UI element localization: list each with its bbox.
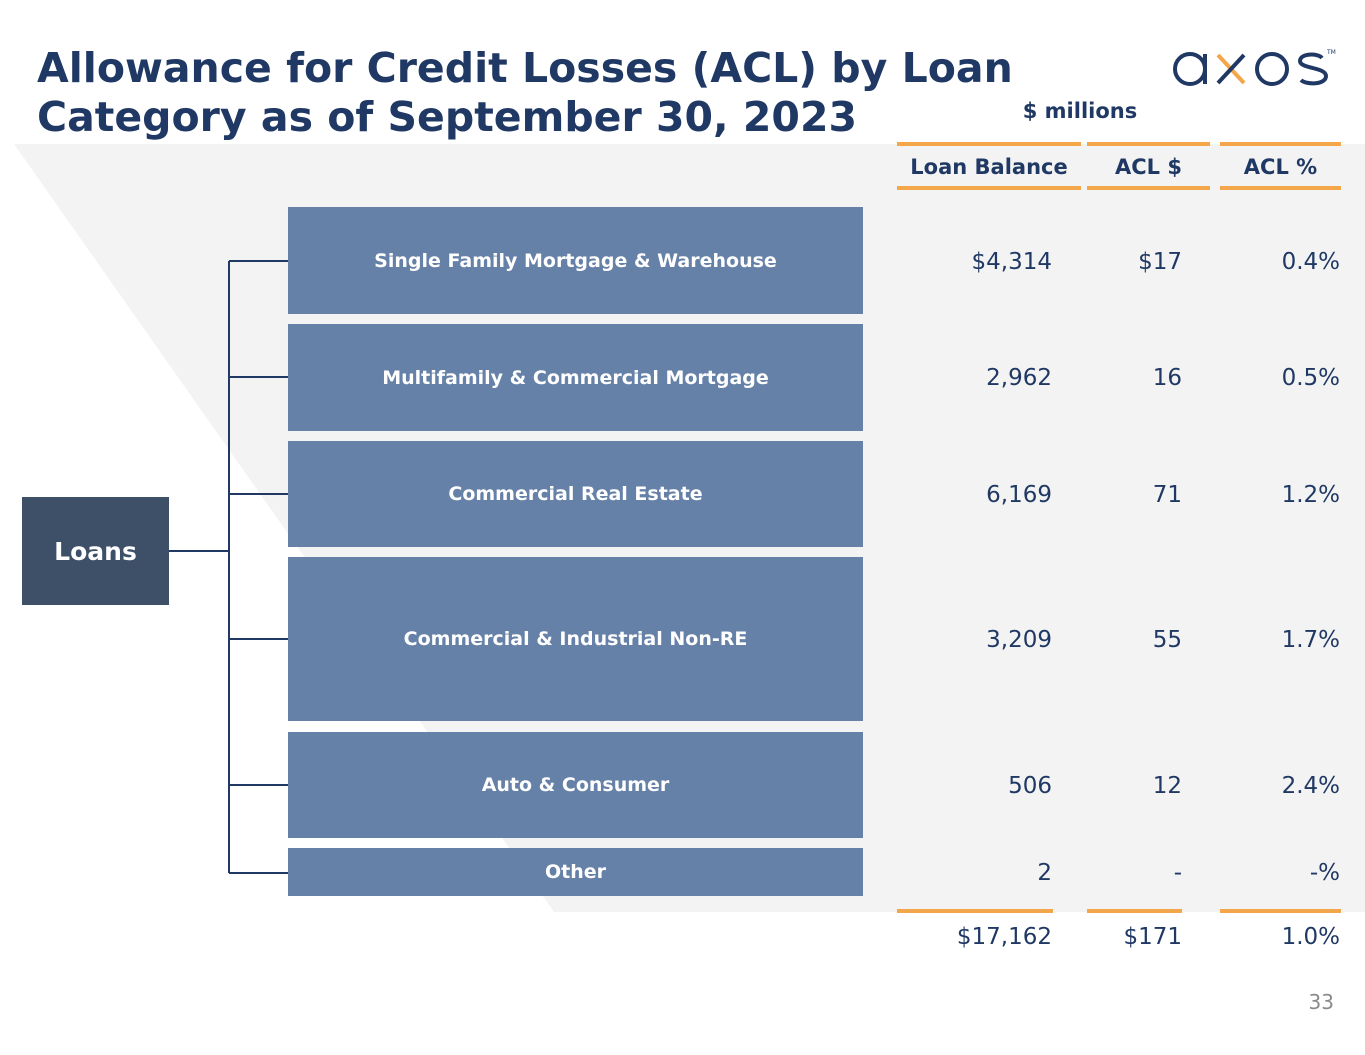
category-box-single-family: Single Family Mortgage & Warehouse	[288, 207, 863, 314]
category-box-other: Other	[288, 848, 863, 896]
svg-text:TM: TM	[1326, 49, 1336, 56]
row-1-acl-pct: 0.4%	[1281, 249, 1340, 275]
category-box-multifamily: Multifamily & Commercial Mortgage	[288, 324, 863, 431]
page-title: Allowance for Credit Losses (ACL) by Loa…	[37, 44, 1037, 142]
total-acl-dollars: $171	[1123, 924, 1182, 950]
category-box-commercial-industrial: Commercial & Industrial Non-RE	[288, 557, 863, 721]
title-line-1: Allowance for Credit Losses (ACL) by Loa…	[37, 44, 1013, 92]
row-3-acl-pct: 1.2%	[1281, 482, 1340, 508]
totals-rule-acl-pct	[1220, 909, 1341, 913]
row-3-acl-dollars: 71	[1152, 482, 1182, 508]
row-5-acl-dollars: 12	[1152, 773, 1182, 799]
row-5-loan-balance: 506	[1008, 773, 1052, 799]
column-header-acl-dollars: ACL $	[1115, 155, 1182, 179]
axos-logo: TM	[1173, 49, 1336, 86]
row-4-acl-pct: 1.7%	[1281, 627, 1340, 653]
row-2-acl-pct: 0.5%	[1281, 365, 1340, 391]
header-rule-bottom-loan-balance	[897, 186, 1081, 190]
loans-root-box: Loans	[22, 497, 169, 605]
totals-rule-acl-dollars	[1087, 909, 1182, 913]
row-6-acl-pct: -%	[1309, 860, 1340, 886]
row-4-acl-dollars: 55	[1152, 627, 1182, 653]
total-acl-pct: 1.0%	[1281, 924, 1340, 950]
row-6-acl-dollars: -	[1173, 860, 1182, 886]
total-loan-balance: $17,162	[956, 924, 1052, 950]
row-2-acl-dollars: 16	[1152, 365, 1182, 391]
row-2-loan-balance: 2,962	[986, 365, 1052, 391]
totals-rule-loan-balance	[897, 909, 1053, 913]
row-6-loan-balance: 2	[1037, 860, 1052, 886]
row-5-acl-pct: 2.4%	[1281, 773, 1340, 799]
row-1-loan-balance: $4,314	[971, 249, 1052, 275]
units-label: $ millions	[1022, 99, 1138, 123]
column-header-loan-balance: Loan Balance	[910, 155, 1068, 179]
header-rule-top-acl-pct	[1220, 142, 1341, 146]
tree-connectors	[169, 260, 288, 874]
row-4-loan-balance: 3,209	[986, 627, 1052, 653]
column-header-acl-pct: ACL %	[1243, 155, 1318, 179]
category-box-auto-consumer: Auto & Consumer	[288, 732, 863, 838]
header-rule-top-loan-balance	[897, 142, 1081, 146]
title-line-2: Category as of September 30, 2023	[37, 93, 857, 141]
category-box-commercial-real-estate: Commercial Real Estate	[288, 441, 863, 547]
page-number: 33	[1308, 990, 1334, 1014]
header-rule-bottom-acl-dollars	[1087, 186, 1210, 190]
row-3-loan-balance: 6,169	[986, 482, 1052, 508]
header-rule-bottom-acl-pct	[1220, 186, 1341, 190]
header-rule-top-acl-dollars	[1087, 142, 1210, 146]
row-1-acl-dollars: $17	[1138, 249, 1182, 275]
